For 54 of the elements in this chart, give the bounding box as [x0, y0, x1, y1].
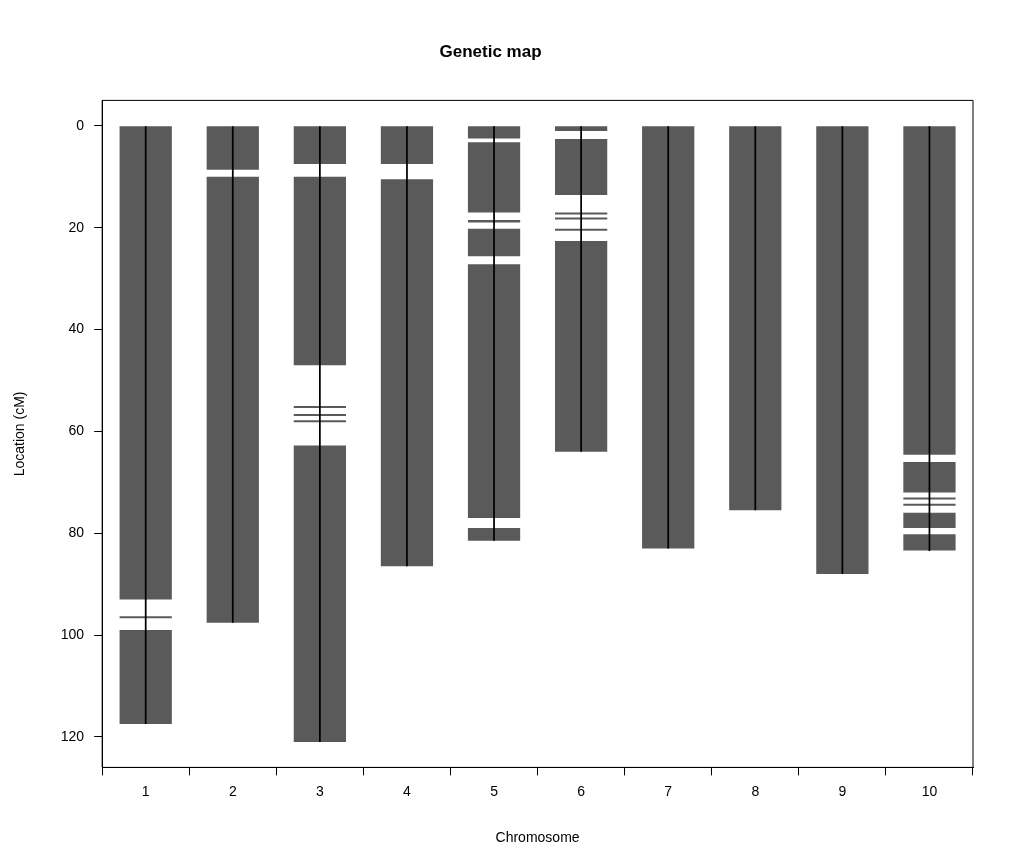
x-tick-label: 2 — [228, 782, 237, 799]
bar — [555, 217, 608, 220]
bar — [467, 264, 521, 518]
bar — [642, 126, 695, 549]
bar — [467, 142, 521, 213]
bar — [119, 616, 172, 619]
x-tick-label: 7 — [664, 782, 673, 799]
bar — [903, 126, 956, 455]
bar — [903, 503, 956, 506]
bar — [206, 176, 259, 623]
bar — [293, 420, 346, 423]
bar — [555, 212, 608, 215]
bar — [903, 497, 956, 500]
bar — [467, 126, 521, 139]
bar — [293, 126, 346, 165]
x-tick-label: 5 — [490, 782, 499, 799]
x-tick-label: 1 — [141, 782, 150, 799]
bar — [293, 445, 346, 742]
y-tick-label: 60 — [68, 422, 85, 439]
y-tick-label: 80 — [68, 524, 85, 541]
bar — [816, 126, 869, 574]
bar — [729, 126, 782, 511]
bar — [555, 126, 608, 131]
x-tick-label: 8 — [751, 782, 760, 799]
bar — [380, 179, 434, 567]
x-tick-label: 10 — [921, 782, 938, 799]
bar — [206, 126, 259, 170]
chart-title: Genetic map — [439, 41, 542, 61]
bar — [903, 534, 956, 551]
bar — [903, 512, 956, 529]
x-tick-label: 4 — [403, 782, 412, 799]
bar — [555, 228, 608, 231]
bar — [555, 240, 608, 452]
bar — [467, 228, 521, 257]
x-axis-title: Chromosome — [495, 829, 580, 846]
y-tick-label: 40 — [68, 320, 85, 337]
bar — [903, 461, 956, 493]
bar — [119, 126, 172, 600]
bar — [293, 176, 346, 366]
bar — [555, 139, 608, 196]
x-tick-label: 9 — [838, 782, 847, 799]
bar — [119, 629, 172, 725]
y-tick-label: 0 — [76, 116, 85, 133]
y-tick-label: 100 — [60, 625, 85, 642]
bar — [467, 220, 521, 223]
bar — [293, 405, 346, 408]
bar — [293, 414, 346, 417]
bar — [380, 126, 434, 165]
x-tick-label: 3 — [315, 782, 324, 799]
bar — [467, 528, 521, 541]
x-tick-label: 6 — [577, 782, 586, 799]
y-tick-label: 120 — [60, 727, 85, 744]
y-axis-title: Location (cM) — [11, 391, 28, 477]
y-tick-label: 20 — [68, 218, 85, 235]
